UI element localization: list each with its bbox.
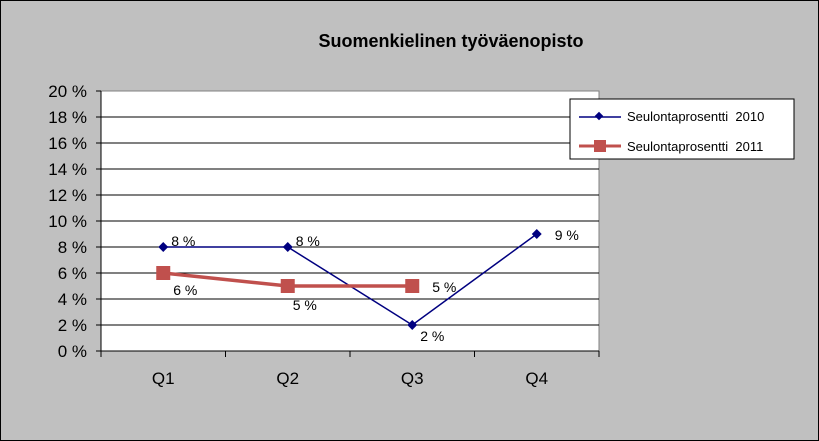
data-label: 5 % <box>432 279 456 295</box>
y-tick-label: 16 % <box>48 134 87 153</box>
chart-title: Suomenkielinen työväenopisto <box>318 31 583 51</box>
data-label: 5 % <box>293 297 317 313</box>
series <box>156 229 542 330</box>
data-point <box>280 279 295 293</box>
y-tick-label: 18 % <box>48 108 87 127</box>
data-point <box>282 242 293 252</box>
x-axis-ticks: Q1 Q2 Q3 Q4 <box>100 350 600 388</box>
legend-box <box>569 98 795 160</box>
data-label: 8 % <box>171 233 195 249</box>
data-point <box>531 229 542 239</box>
data-point <box>407 320 418 330</box>
data-labels: 8 % 8 % 2 % 9 % 6 % 5 % 5 % <box>171 227 579 344</box>
legend-label-2010: Seulontaprosentti 2010 <box>627 109 764 124</box>
data-point <box>405 279 420 293</box>
y-tick-label: 10 % <box>48 212 87 231</box>
data-point <box>158 242 169 252</box>
y-tick-label: 0 % <box>58 342 87 361</box>
x-tick-label: Q4 <box>525 369 548 388</box>
data-label: 6 % <box>173 282 197 298</box>
x-tick-label: Q2 <box>276 369 299 388</box>
y-tick-label: 4 % <box>58 290 87 309</box>
y-tick-label: 6 % <box>58 264 87 283</box>
legend-label-2011: Seulontaprosentti 2011 <box>627 139 763 154</box>
y-tick-label: 12 % <box>48 186 87 205</box>
data-label: 8 % <box>296 233 320 249</box>
y-tick-label: 20 % <box>48 82 87 101</box>
data-point <box>156 266 171 280</box>
y-tick-label: 14 % <box>48 160 87 179</box>
y-tick-label: 2 % <box>58 316 87 335</box>
y-axis-ticks: 0 % 2 % 4 % 6 % 8 % 10 % 12 % 14 % 16 % 18 % 20 % <box>48 82 102 361</box>
y-tick-label: 8 % <box>58 238 87 257</box>
legend: Seulontaprosentti 2010 Seulontaprosentti… <box>569 98 795 160</box>
legend-marker-2011 <box>594 140 606 152</box>
x-tick-label: Q1 <box>152 369 175 388</box>
data-label: 9 % <box>555 227 579 243</box>
gridlines <box>101 116 599 326</box>
x-tick-label: Q3 <box>401 369 424 388</box>
data-label: 2 % <box>420 328 444 344</box>
